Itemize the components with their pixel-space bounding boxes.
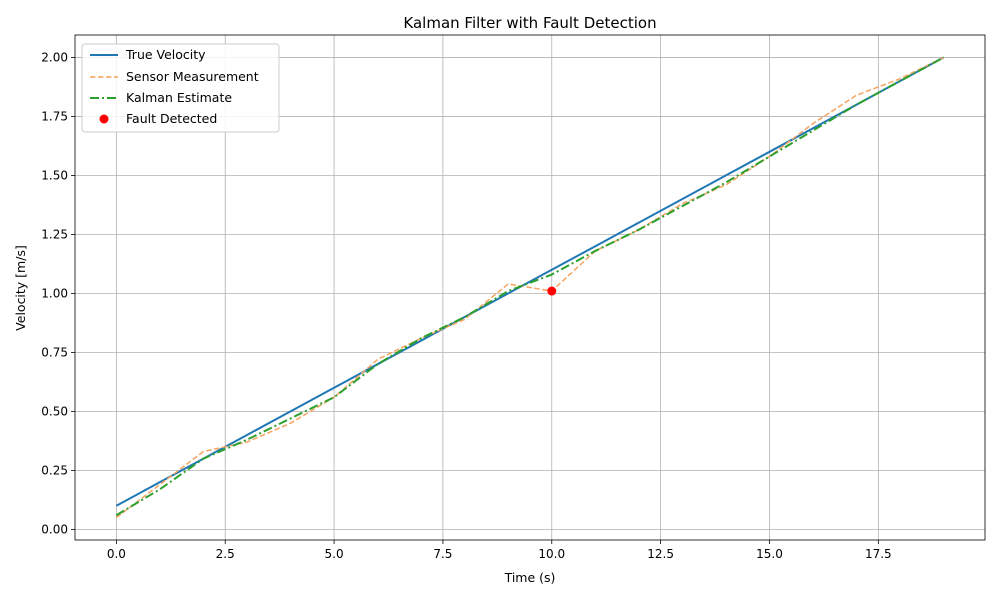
y-tick-label: 1.75 <box>41 109 68 123</box>
chart-title: Kalman Filter with Fault Detection <box>403 14 656 32</box>
series-line-kalman-estimate <box>115 56 945 517</box>
y-tick-label: 1.00 <box>41 286 68 300</box>
x-tick-label: 15.0 <box>756 547 783 561</box>
plot-frame <box>74 34 986 541</box>
x-tick-label: 5.0 <box>325 547 344 561</box>
series-line-sensor-measurement <box>115 56 944 519</box>
x-tick-label: 7.5 <box>433 547 452 561</box>
y-tick-label: 0.00 <box>41 522 68 536</box>
fault-layer <box>547 286 557 296</box>
legend-marker-fault-detected <box>99 114 109 124</box>
series-layer <box>115 56 945 519</box>
x-tick-label: 2.5 <box>216 547 235 561</box>
y-tick-label: 0.75 <box>41 345 68 359</box>
series-line-true-velocity <box>115 56 945 507</box>
x-tick-label: 0.0 <box>107 547 126 561</box>
legend-label-sensor-measurement: Sensor Measurement <box>126 69 259 84</box>
x-axis: 0.0 2.5 5.0 7.5 10.0 12.5 15.0 17.5 <box>107 540 892 561</box>
y-axis: 0.00 0.25 0.50 0.75 1.00 1.25 1.50 1.75 2.00 <box>41 50 75 536</box>
x-tick-label: 17.5 <box>865 547 892 561</box>
y-tick-label: 1.25 <box>41 227 68 241</box>
legend-label-kalman-estimate: Kalman Estimate <box>126 90 232 105</box>
x-axis-label: Time (s) <box>504 570 556 585</box>
legend-label-true-velocity: True Velocity <box>125 47 206 62</box>
y-tick-label: 0.50 <box>41 404 68 418</box>
grid <box>75 35 985 540</box>
legend-label-fault-detected: Fault Detected <box>126 111 217 126</box>
legend-box <box>81 43 280 133</box>
x-tick-label: 10.0 <box>538 547 565 561</box>
y-axis-label: Velocity [m/s] <box>13 245 28 331</box>
fault-point <box>547 286 557 296</box>
legend: True Velocity Sensor Measurement Kalman … <box>81 43 280 133</box>
y-tick-label: 2.00 <box>41 50 68 64</box>
y-tick-label: 1.50 <box>41 168 68 182</box>
y-tick-label: 0.25 <box>41 463 68 477</box>
x-tick-label: 12.5 <box>647 547 674 561</box>
